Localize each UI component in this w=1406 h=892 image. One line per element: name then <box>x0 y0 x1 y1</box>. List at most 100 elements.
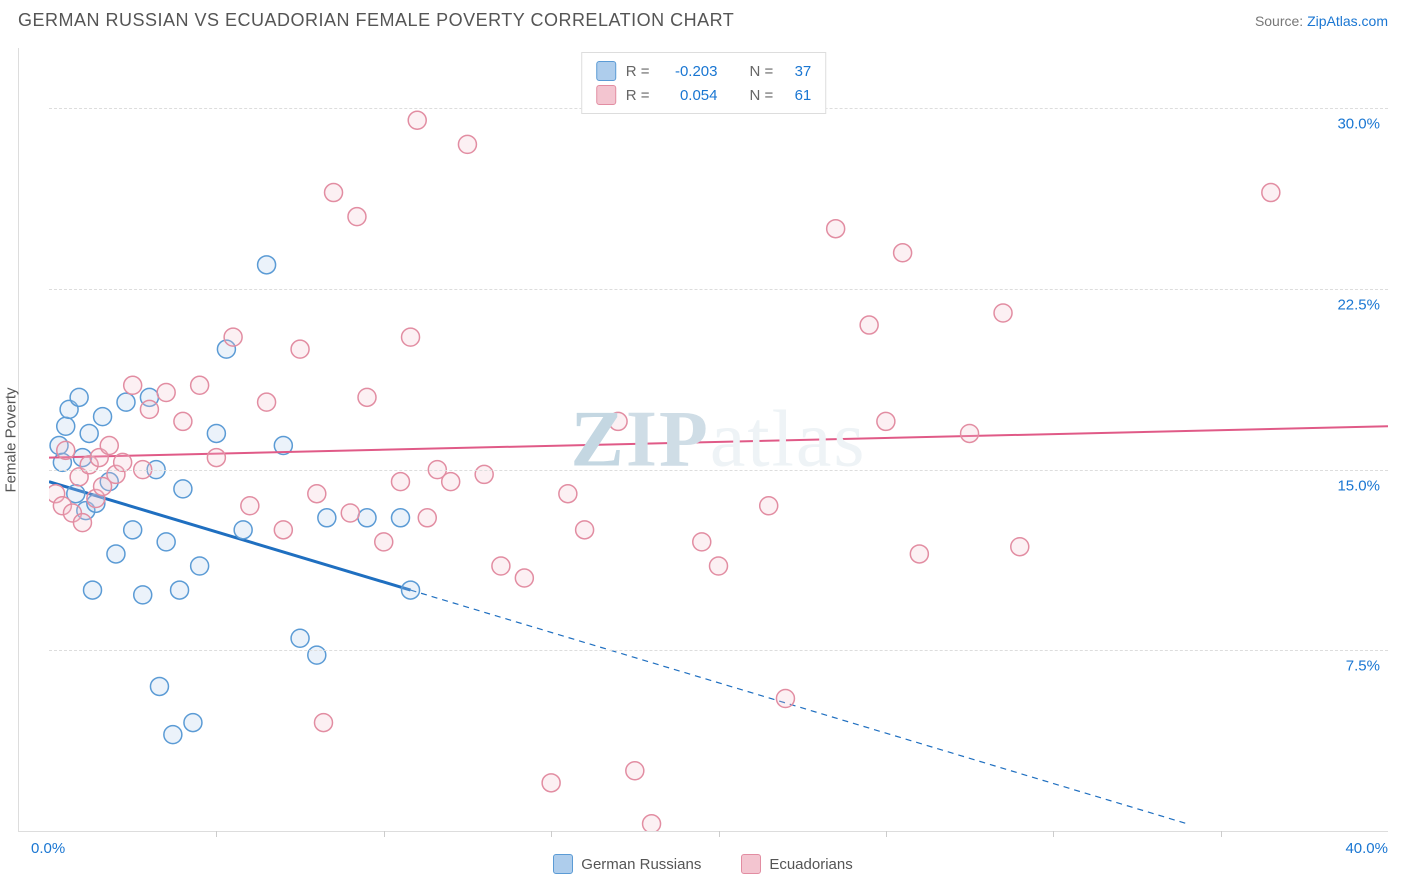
scatter-point <box>191 376 209 394</box>
series-legend: German Russians Ecuadorians <box>0 854 1406 874</box>
scatter-point <box>258 393 276 411</box>
scatter-point <box>408 111 426 129</box>
scatter-point <box>157 384 175 402</box>
scatter-point <box>308 646 326 664</box>
scatter-point <box>207 449 225 467</box>
scatter-point <box>80 424 98 442</box>
scatter-point <box>341 504 359 522</box>
scatter-point <box>643 815 661 831</box>
n-value: 61 <box>783 87 811 104</box>
scatter-point <box>609 412 627 430</box>
scatter-point <box>325 184 343 202</box>
scatter-point <box>150 677 168 695</box>
scatter-point <box>492 557 510 575</box>
scatter-point <box>1011 538 1029 556</box>
scatter-point <box>542 774 560 792</box>
scatter-point <box>107 545 125 563</box>
r-label: R = <box>626 63 650 80</box>
scatter-point <box>124 376 142 394</box>
scatter-point <box>994 304 1012 322</box>
chart-title: GERMAN RUSSIAN VS ECUADORIAN FEMALE POVE… <box>18 10 734 31</box>
scatter-point <box>291 340 309 358</box>
scatter-point <box>157 533 175 551</box>
r-value: 0.054 <box>660 87 718 104</box>
n-label: N = <box>750 87 774 104</box>
scatter-point <box>358 509 376 527</box>
scatter-point <box>418 509 436 527</box>
scatter-point <box>402 581 420 599</box>
gridline <box>49 470 1388 471</box>
scatter-point <box>124 521 142 539</box>
scatter-point <box>961 424 979 442</box>
scatter-point <box>57 417 75 435</box>
correlation-legend-row: R = -0.203 N = 37 <box>596 59 812 83</box>
scatter-plot-svg <box>49 48 1388 831</box>
scatter-point <box>860 316 878 334</box>
scatter-point <box>184 714 202 732</box>
correlation-legend-box: R = -0.203 N = 37 R = 0.054 N = 61 <box>581 52 827 114</box>
scatter-point <box>84 581 102 599</box>
x-tick-mark <box>719 831 720 837</box>
scatter-point <box>475 465 493 483</box>
legend-swatch <box>596 85 616 105</box>
scatter-point <box>191 557 209 575</box>
scatter-point <box>171 581 189 599</box>
scatter-point <box>375 533 393 551</box>
legend-swatch <box>741 854 761 874</box>
gridline <box>49 289 1388 290</box>
scatter-point <box>693 533 711 551</box>
scatter-point <box>224 328 242 346</box>
legend-item: Ecuadorians <box>741 854 852 874</box>
y-axis-label: Female Poverty <box>3 387 20 492</box>
chart-frame: Female Poverty ZIPatlas 7.5%15.0%22.5%30… <box>18 48 1388 832</box>
scatter-point <box>241 497 259 515</box>
scatter-point <box>73 514 91 532</box>
scatter-point <box>258 256 276 274</box>
gridline <box>49 650 1388 651</box>
scatter-point <box>910 545 928 563</box>
x-tick-mark <box>551 831 552 837</box>
scatter-point <box>391 473 409 491</box>
legend-label: Ecuadorians <box>769 856 852 873</box>
legend-label: German Russians <box>581 856 701 873</box>
scatter-point <box>760 497 778 515</box>
scatter-point <box>442 473 460 491</box>
scatter-point <box>94 408 112 426</box>
scatter-point <box>515 569 533 587</box>
x-tick-mark <box>1053 831 1054 837</box>
y-tick-label: 7.5% <box>1346 658 1380 675</box>
scatter-point <box>626 762 644 780</box>
y-tick-label: 30.0% <box>1337 116 1380 133</box>
r-label: R = <box>626 87 650 104</box>
scatter-point <box>827 220 845 238</box>
scatter-point <box>348 208 366 226</box>
scatter-point <box>318 509 336 527</box>
scatter-point <box>57 441 75 459</box>
scatter-point <box>117 393 135 411</box>
x-tick-mark <box>216 831 217 837</box>
scatter-point <box>134 586 152 604</box>
scatter-point <box>174 480 192 498</box>
legend-swatch <box>553 854 573 874</box>
scatter-point <box>391 509 409 527</box>
scatter-point <box>234 521 252 539</box>
n-value: 37 <box>783 63 811 80</box>
scatter-point <box>710 557 728 575</box>
scatter-point <box>274 521 292 539</box>
r-value: -0.203 <box>660 63 718 80</box>
chart-source: Source: ZipAtlas.com <box>1255 13 1388 29</box>
scatter-point <box>458 135 476 153</box>
scatter-point <box>140 400 158 418</box>
legend-swatch <box>596 61 616 81</box>
x-tick-mark <box>886 831 887 837</box>
scatter-point <box>402 328 420 346</box>
x-tick-mark <box>1221 831 1222 837</box>
scatter-point <box>559 485 577 503</box>
legend-item: German Russians <box>553 854 701 874</box>
scatter-point <box>1262 184 1280 202</box>
source-link[interactable]: ZipAtlas.com <box>1307 13 1388 29</box>
chart-plot-area: ZIPatlas 7.5%15.0%22.5%30.0%0.0%40.0% <box>49 48 1388 831</box>
n-label: N = <box>750 63 774 80</box>
y-tick-label: 15.0% <box>1337 477 1380 494</box>
scatter-point <box>291 629 309 647</box>
